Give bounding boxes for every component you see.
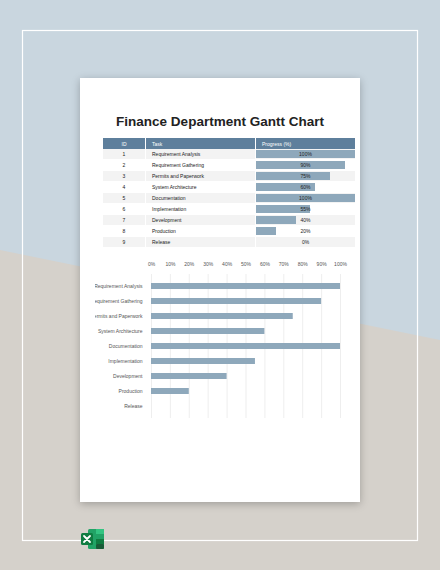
html-text:Requirement Analysis: Requirement Analysis: [152, 151, 201, 157]
html-text:Requirement Gathering: Requirement Gathering: [152, 162, 204, 168]
html-text:55%: 55%: [300, 206, 311, 212]
html-text:6: 6: [122, 206, 126, 212]
svg-text:30%: 30%: [203, 261, 214, 267]
svg-text:40%: 40%: [222, 261, 233, 267]
html-text:40%: 40%: [300, 217, 311, 223]
html-text:Development: Development: [152, 217, 182, 223]
svg-text:System Architecture: System Architecture: [98, 328, 143, 334]
svg-text:Requirement Analysis: Requirement Analysis: [95, 283, 143, 289]
svg-text:Production: Production: [119, 388, 143, 394]
svg-text:70%: 70%: [279, 261, 290, 267]
html-text:20%: 20%: [300, 228, 311, 234]
svg-text:Documentation: Documentation: [109, 343, 143, 349]
svg-text:20%: 20%: [184, 261, 195, 267]
html-text:7: 7: [122, 217, 126, 223]
svg-text:60%: 60%: [260, 261, 271, 267]
html-text:100%: 100%: [299, 195, 312, 201]
svg-text:Release: Release: [124, 403, 143, 409]
html-text:90%: 90%: [300, 162, 311, 168]
html-text:5: 5: [122, 195, 126, 201]
html-text:2: 2: [122, 162, 126, 168]
html-text:Permits and Paperwork: Permits and Paperwork: [152, 173, 204, 179]
html-text:Documentation: Documentation: [152, 195, 186, 201]
html-text:0%: 0%: [301, 239, 310, 245]
svg-text:90%: 90%: [317, 261, 328, 267]
html-text:Finance Department Gantt Chart: Finance Department Gantt Chart: [116, 114, 324, 129]
svg-text:80%: 80%: [298, 261, 309, 267]
svg-text:Permits and Paperwork: Permits and Paperwork: [95, 313, 143, 319]
svg-text:0%: 0%: [148, 261, 156, 267]
html-text:Release: Release: [152, 239, 171, 245]
html-text:Progress (%): Progress (%): [262, 140, 292, 147]
html-text:75%: 75%: [300, 173, 311, 179]
html-text:3: 3: [122, 173, 126, 179]
html-text:4: 4: [122, 184, 126, 190]
html-text:System Architecture: System Architecture: [152, 184, 197, 190]
html-text:8: 8: [122, 228, 126, 234]
html-text:Production: Production: [152, 228, 176, 234]
html-text:9: 9: [122, 239, 126, 245]
html-text:100%: 100%: [299, 151, 312, 157]
html-text:Task: Task: [152, 140, 163, 147]
html-text:1: 1: [122, 151, 126, 157]
html-text:60%: 60%: [300, 184, 311, 190]
html-text:ID: ID: [121, 140, 127, 147]
svg-text:100%: 100%: [334, 261, 347, 267]
svg-text:Implementation: Implementation: [108, 358, 142, 364]
html-text:Implementation: Implementation: [152, 206, 187, 212]
svg-text:50%: 50%: [241, 261, 252, 267]
svg-text:Requirement Gathering: Requirement Gathering: [95, 298, 143, 304]
svg-text:10%: 10%: [165, 261, 176, 267]
svg-text:Development: Development: [113, 373, 143, 379]
